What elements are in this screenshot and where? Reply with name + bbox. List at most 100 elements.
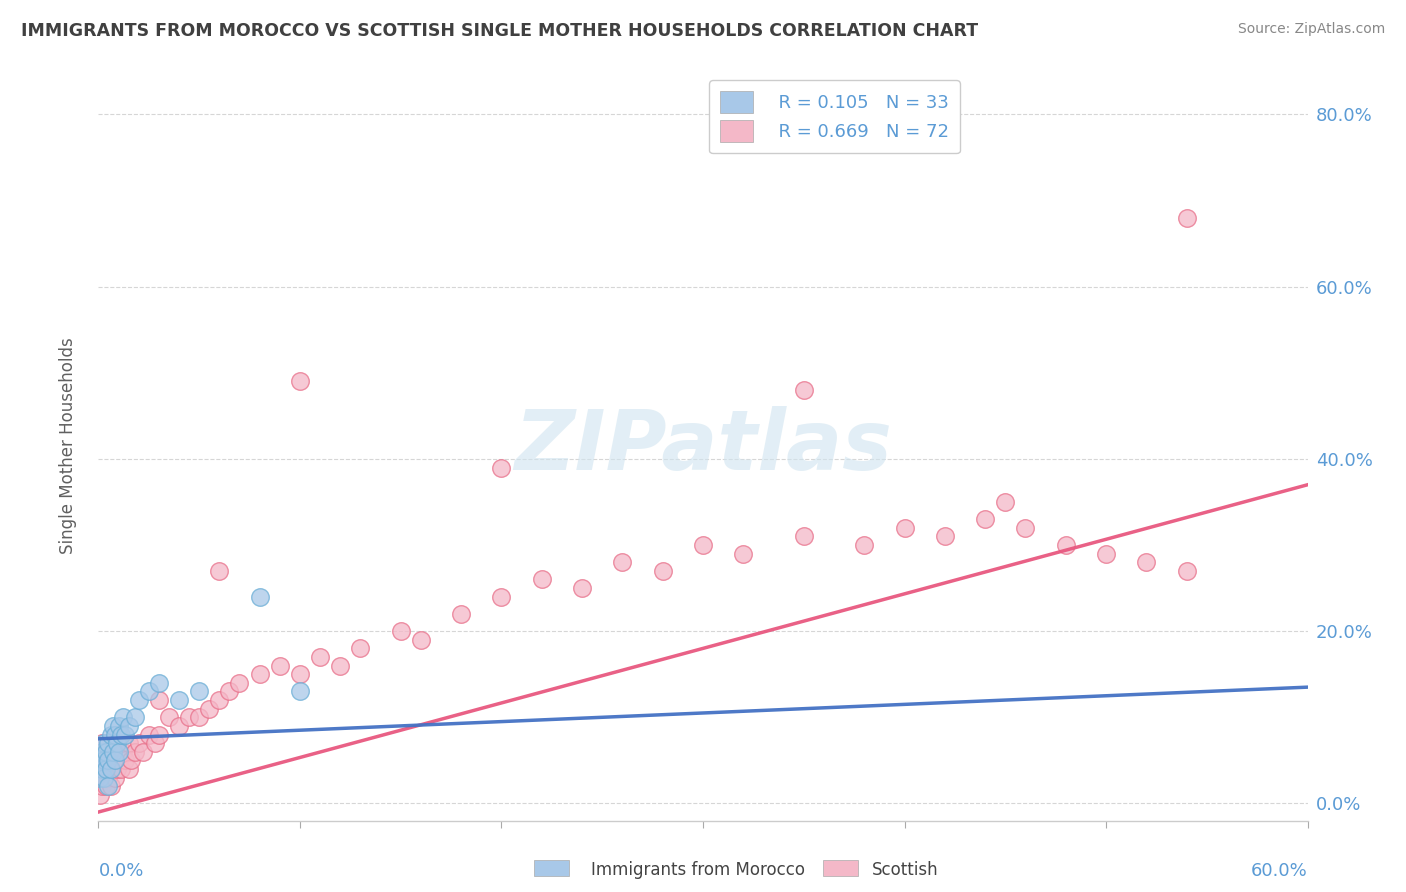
Point	[228, 676, 250, 690]
Point	[103, 771, 125, 785]
Point	[138, 727, 160, 741]
Point	[89, 788, 111, 802]
Point	[100, 762, 122, 776]
Point	[138, 684, 160, 698]
Point	[249, 590, 271, 604]
Point	[105, 736, 128, 750]
Point	[329, 658, 352, 673]
Point	[100, 762, 122, 776]
Point	[89, 771, 111, 785]
Point	[110, 762, 132, 776]
Point	[733, 547, 755, 561]
Point	[110, 727, 132, 741]
Point	[651, 564, 673, 578]
Point	[103, 745, 125, 759]
Point	[269, 658, 291, 673]
Point	[1175, 211, 1198, 225]
Point	[118, 762, 141, 776]
Point	[111, 710, 134, 724]
Point	[692, 538, 714, 552]
Point	[288, 684, 311, 698]
Point	[148, 693, 170, 707]
Text: IMMIGRANTS FROM MOROCCO VS SCOTTISH SINGLE MOTHER HOUSEHOLDS CORRELATION CHART: IMMIGRANTS FROM MOROCCO VS SCOTTISH SING…	[21, 22, 979, 40]
Point	[89, 753, 111, 767]
Point	[571, 581, 593, 595]
Point	[107, 719, 129, 733]
Point	[100, 779, 122, 793]
Text: Source: ZipAtlas.com: Source: ZipAtlas.com	[1237, 22, 1385, 37]
Point	[188, 684, 211, 698]
Point	[96, 745, 118, 759]
Point	[148, 676, 170, 690]
Point	[96, 762, 118, 776]
Point	[288, 375, 311, 389]
Point	[97, 753, 120, 767]
Point	[389, 624, 412, 639]
Point	[208, 693, 231, 707]
Point	[91, 779, 114, 793]
Point	[114, 727, 136, 741]
Point	[974, 512, 997, 526]
Point	[179, 710, 201, 724]
Point	[91, 745, 114, 759]
Point	[101, 753, 124, 767]
Point	[107, 745, 129, 759]
Point	[96, 779, 118, 793]
Point	[188, 710, 211, 724]
Point	[114, 753, 136, 767]
Point	[157, 710, 180, 724]
Point	[107, 727, 129, 741]
Point	[793, 529, 815, 543]
Point	[491, 460, 513, 475]
Point	[97, 779, 120, 793]
Point	[994, 495, 1017, 509]
Point	[530, 573, 553, 587]
Point	[148, 727, 170, 741]
Point	[612, 555, 634, 569]
Point	[103, 753, 125, 767]
Point	[93, 736, 115, 750]
Point	[97, 736, 120, 750]
Point	[288, 667, 311, 681]
Point	[118, 736, 141, 750]
Point	[198, 701, 221, 715]
Point	[101, 719, 124, 733]
Text: Scottish: Scottish	[872, 861, 938, 879]
Point	[218, 684, 240, 698]
Point	[93, 753, 115, 767]
Point	[893, 521, 915, 535]
Point	[249, 667, 271, 681]
Point	[97, 771, 120, 785]
Point	[107, 753, 129, 767]
Point	[167, 693, 190, 707]
Point	[128, 736, 150, 750]
Point	[143, 736, 166, 750]
Point	[89, 771, 111, 785]
Point	[91, 762, 114, 776]
Point	[118, 719, 141, 733]
Point	[1095, 547, 1118, 561]
Legend:   R = 0.105   N = 33,   R = 0.669   N = 72: R = 0.105 N = 33, R = 0.669 N = 72	[710, 80, 960, 153]
Point	[124, 710, 146, 724]
Text: 60.0%: 60.0%	[1251, 862, 1308, 880]
Point	[97, 753, 120, 767]
Point	[409, 632, 432, 647]
Text: Immigrants from Morocco: Immigrants from Morocco	[591, 861, 804, 879]
Point	[132, 745, 155, 759]
Point	[1054, 538, 1077, 552]
Point	[93, 771, 115, 785]
Point	[934, 529, 956, 543]
Point	[111, 745, 134, 759]
Point	[349, 641, 371, 656]
Point	[120, 753, 142, 767]
Text: 0.0%: 0.0%	[98, 862, 143, 880]
Point	[101, 745, 124, 759]
Point	[124, 745, 146, 759]
Point	[1175, 564, 1198, 578]
Y-axis label: Single Mother Households: Single Mother Households	[59, 338, 77, 554]
Point	[450, 607, 472, 621]
Point	[167, 719, 190, 733]
Point	[100, 727, 122, 741]
Point	[91, 762, 114, 776]
Point	[93, 771, 115, 785]
